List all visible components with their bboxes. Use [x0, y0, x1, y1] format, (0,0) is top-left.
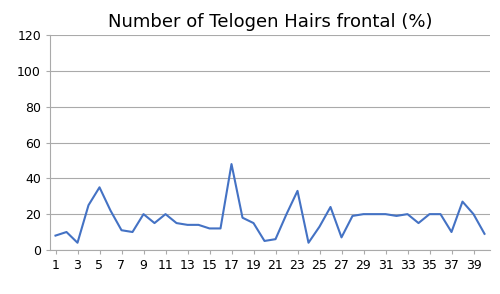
Title: Number of Telogen Hairs frontal (%): Number of Telogen Hairs frontal (%)	[108, 13, 432, 31]
